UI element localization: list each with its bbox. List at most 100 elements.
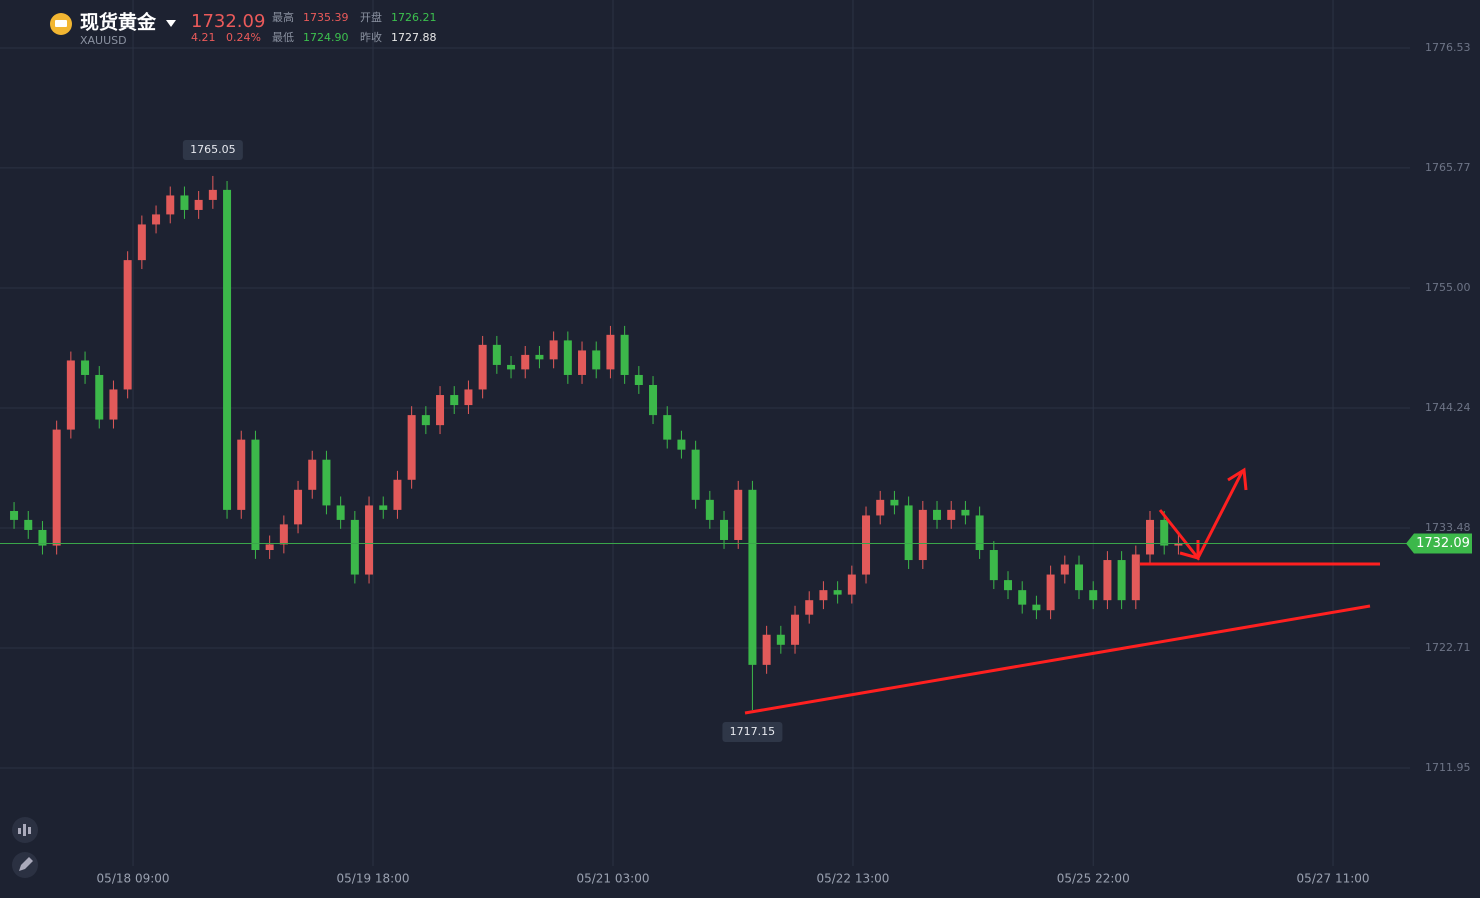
candle-body	[208, 189, 217, 200]
price: 1732.09	[191, 11, 265, 32]
candle-body	[549, 340, 558, 360]
candle-body	[1089, 590, 1098, 601]
y-tick-label: 1744.24	[1425, 401, 1471, 414]
candle-body	[833, 590, 842, 595]
candle-body	[308, 459, 317, 490]
y-tick-label: 1765.77	[1425, 161, 1471, 174]
candle-body	[947, 509, 956, 520]
extreme-badge	[722, 722, 783, 743]
candle-body	[38, 529, 47, 546]
candle-body	[989, 550, 998, 581]
candle-body	[294, 489, 303, 525]
stat-value: 1724.90	[303, 31, 349, 44]
candle-body	[649, 385, 658, 416]
candle-body	[95, 374, 104, 420]
candle-body	[521, 354, 530, 370]
candle-body	[819, 590, 828, 601]
candle-body	[720, 519, 729, 540]
candle-body	[634, 374, 643, 386]
candle-body	[322, 459, 331, 506]
extreme-label: 1765.05	[190, 143, 236, 156]
x-tick-label: 05/27 11:00	[1297, 872, 1370, 886]
y-tick-label: 1755.00	[1425, 281, 1471, 294]
candle-body	[66, 360, 75, 430]
candles	[10, 175, 1183, 711]
gold-icon-bar	[55, 20, 67, 27]
candle-body	[805, 600, 814, 615]
candle-body	[734, 489, 743, 540]
candle-body	[137, 224, 146, 261]
last-price-badge	[1406, 533, 1472, 554]
candle-body	[350, 519, 359, 575]
candle-body	[1160, 519, 1169, 546]
candle-body	[1103, 560, 1112, 601]
candle-body	[81, 360, 90, 375]
y-tick-label: 1722.71	[1425, 641, 1471, 654]
candle-body	[705, 499, 714, 520]
stat-value: 1726.21	[391, 11, 437, 24]
stat-label: 昨收	[360, 30, 382, 44]
candle-body	[620, 334, 629, 375]
candle-body	[450, 395, 459, 406]
candle-body	[563, 340, 572, 375]
last-price-label: 1732.09	[1416, 536, 1470, 551]
candle-body	[663, 415, 672, 440]
stat-label: 开盘	[360, 10, 382, 24]
symbol: XAUUSD	[80, 34, 127, 47]
candle-body	[592, 350, 601, 370]
candle-body	[180, 195, 189, 210]
candle-body	[464, 389, 473, 406]
arrow-head	[1179, 540, 1200, 560]
candle-body	[791, 614, 800, 645]
y-tick-label: 1776.53	[1425, 41, 1471, 54]
candle-body	[194, 199, 203, 210]
candle-body	[535, 354, 544, 360]
candle-body	[677, 439, 686, 450]
candle-body	[918, 509, 927, 561]
candle-body	[336, 505, 345, 520]
y-tick-label: 1711.95	[1425, 761, 1471, 774]
candle-body	[890, 499, 899, 506]
candle-body	[1032, 604, 1041, 611]
candle-body	[975, 515, 984, 551]
candle-body	[237, 439, 246, 510]
candle-body	[265, 544, 274, 551]
candle-body	[279, 524, 288, 545]
x-tick-label: 05/19 18:00	[337, 872, 410, 886]
candle-body	[1018, 590, 1027, 605]
dropdown-icon[interactable]	[166, 20, 176, 27]
candle-body	[152, 214, 161, 225]
candle-body	[606, 334, 615, 370]
candle-body	[1131, 554, 1140, 601]
tool-icon	[19, 857, 33, 871]
candle-body	[1075, 564, 1084, 591]
candle-body	[166, 195, 175, 215]
stat-label: 最高	[272, 10, 294, 24]
candle-body	[748, 489, 757, 665]
candle-body	[10, 510, 19, 520]
candle-body	[762, 634, 771, 665]
trend-line	[744, 604, 1371, 715]
candle-body	[407, 415, 416, 480]
x-tick-label: 05/21 03:00	[576, 872, 649, 886]
candle-body	[478, 344, 487, 390]
candle-body	[365, 505, 374, 575]
candle-body	[507, 364, 516, 370]
tool-icon	[18, 824, 31, 836]
candle-body	[1060, 564, 1069, 575]
arrow-head	[1227, 467, 1248, 491]
candle-body	[904, 505, 913, 561]
candle-body	[251, 439, 260, 551]
candle-body	[223, 189, 232, 510]
stat-label: 最低	[272, 31, 294, 44]
y-tick-label: 1733.48	[1425, 521, 1471, 534]
x-tick-label: 05/18 09:00	[97, 872, 170, 886]
candle-body	[1004, 580, 1013, 591]
candle-body	[933, 509, 942, 520]
candle-body	[492, 344, 501, 365]
change-pct: 0.24%	[226, 31, 261, 44]
candle-body	[1117, 560, 1126, 601]
